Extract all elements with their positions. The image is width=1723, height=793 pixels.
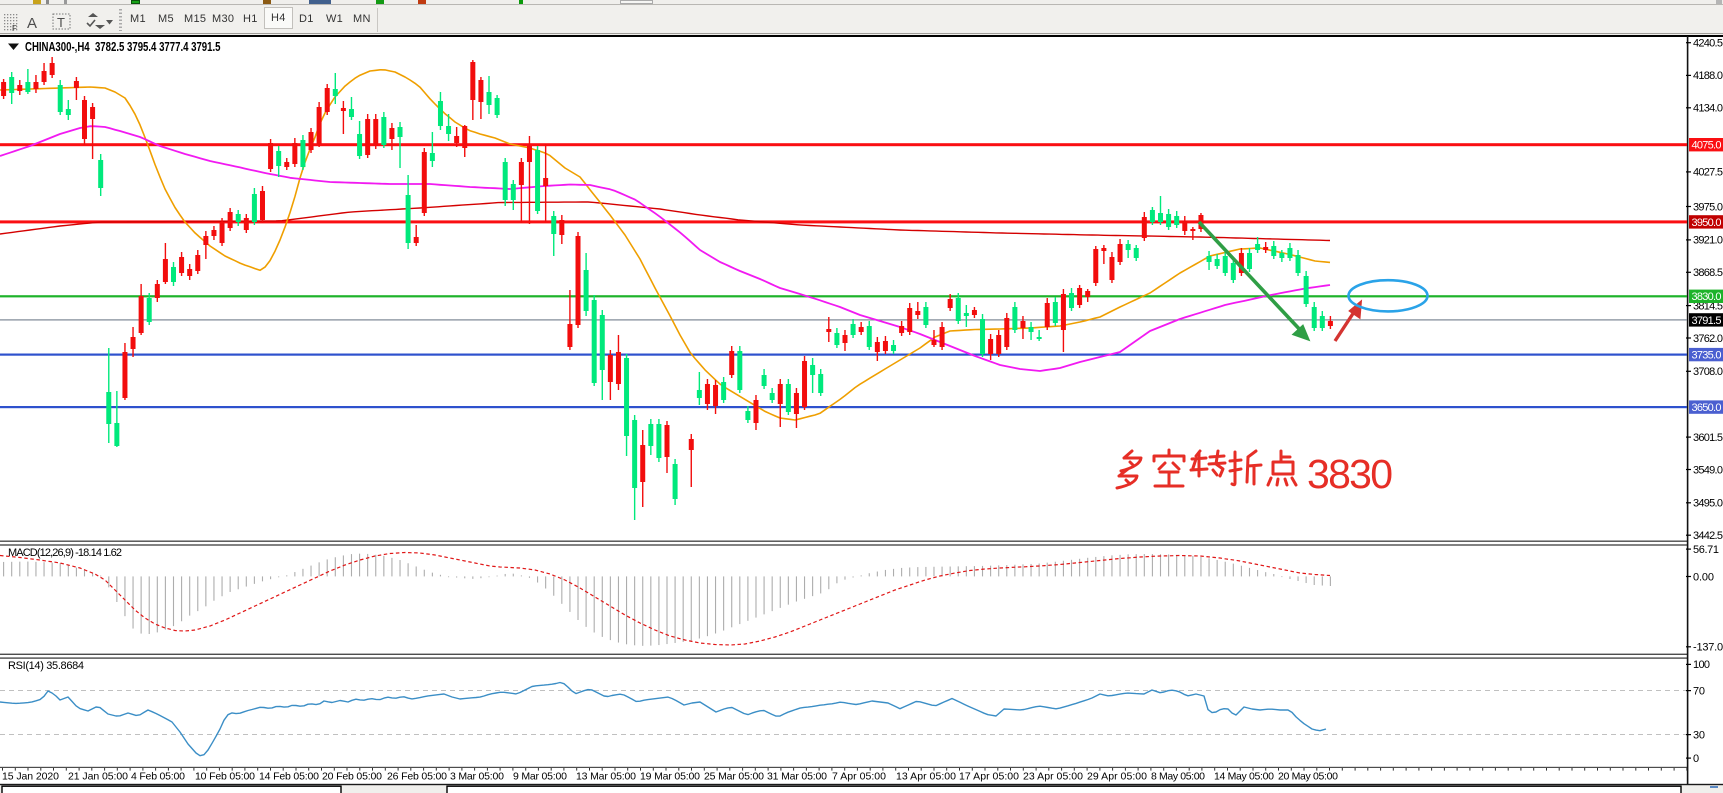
svg-text:100: 100 [1693, 659, 1710, 671]
svg-text:4075.0: 4075.0 [1692, 140, 1722, 152]
svg-text:F: F [12, 24, 17, 33]
svg-text:3495.0: 3495.0 [1693, 498, 1723, 510]
svg-text:29 Apr 05:00: 29 Apr 05:00 [1087, 771, 1147, 783]
svg-text:26 Feb 05:00: 26 Feb 05:00 [387, 771, 447, 783]
svg-text:3708.0: 3708.0 [1693, 366, 1723, 378]
svg-text:A: A [27, 15, 37, 32]
svg-text:13 Apr 05:00: 13 Apr 05:00 [896, 771, 956, 783]
svg-text:9 Mar 05:00: 9 Mar 05:00 [513, 771, 567, 783]
svg-text:3868.5: 3868.5 [1693, 267, 1723, 279]
svg-text:4134.0: 4134.0 [1693, 103, 1723, 115]
svg-text:3950.0: 3950.0 [1692, 217, 1722, 229]
svg-text:56.71: 56.71 [1693, 544, 1719, 556]
svg-text:4188.0: 4188.0 [1693, 70, 1723, 82]
svg-text:3650.0: 3650.0 [1692, 402, 1722, 414]
svg-text:3830.0: 3830.0 [1692, 291, 1722, 303]
svg-text:0.00: 0.00 [1693, 571, 1714, 583]
svg-text:3 Mar 05:00: 3 Mar 05:00 [450, 771, 504, 783]
svg-text:3442.5: 3442.5 [1693, 530, 1723, 542]
svg-text:3830: 3830 [1307, 451, 1393, 497]
svg-text:3791.5: 3791.5 [1692, 315, 1722, 327]
svg-text:14 May 05:00: 14 May 05:00 [1214, 771, 1274, 783]
svg-text:23 Apr 05:00: 23 Apr 05:00 [1023, 771, 1083, 783]
svg-text:13 Mar 05:00: 13 Mar 05:00 [576, 771, 636, 783]
svg-text:3549.0: 3549.0 [1693, 464, 1723, 476]
svg-text:3814.5: 3814.5 [1693, 300, 1723, 312]
svg-text:19 Mar 05:00: 19 Mar 05:00 [640, 771, 700, 783]
svg-text:CHINA300-,H4 3782.5 3795.4 37: CHINA300-,H4 3782.5 3795.4 3777.4 3791.5 [25, 41, 221, 55]
svg-text:25 Mar 05:00: 25 Mar 05:00 [704, 771, 764, 783]
svg-text:31 Mar 05:00: 31 Mar 05:00 [767, 771, 827, 783]
svg-text:MACD(12,26,9) -18.14 1.62: MACD(12,26,9) -18.14 1.62 [8, 547, 122, 559]
svg-text:21 Jan 05:00: 21 Jan 05:00 [68, 771, 128, 783]
svg-text:3921.0: 3921.0 [1693, 235, 1723, 247]
svg-text:4240.5: 4240.5 [1693, 38, 1723, 50]
svg-text:3735.0: 3735.0 [1692, 350, 1722, 362]
svg-text:10 Feb 05:00: 10 Feb 05:00 [195, 771, 255, 783]
svg-text:3975.0: 3975.0 [1693, 201, 1723, 213]
svg-text:70: 70 [1693, 685, 1705, 697]
svg-text:30: 30 [1693, 729, 1705, 741]
svg-text:8 May 05:00: 8 May 05:00 [1151, 771, 1205, 783]
svg-text:3762.0: 3762.0 [1693, 333, 1723, 345]
svg-text:20 May 05:00: 20 May 05:00 [1278, 771, 1338, 783]
svg-text:3601.5: 3601.5 [1693, 432, 1723, 444]
svg-text:20 Feb 05:00: 20 Feb 05:00 [322, 771, 382, 783]
svg-text:15 Jan 2020: 15 Jan 2020 [2, 771, 59, 783]
svg-text:4027.5: 4027.5 [1693, 167, 1723, 179]
svg-text:-137.01: -137.01 [1693, 642, 1723, 654]
svg-text:RSI(14) 35.8684: RSI(14) 35.8684 [8, 660, 84, 672]
svg-text:4 Feb 05:00: 4 Feb 05:00 [131, 771, 185, 783]
svg-text:T: T [57, 15, 65, 30]
svg-text:7 Apr 05:00: 7 Apr 05:00 [832, 771, 886, 783]
svg-text:0: 0 [1693, 753, 1699, 765]
svg-text:14 Feb 05:00: 14 Feb 05:00 [259, 771, 319, 783]
svg-text:17 Apr 05:00: 17 Apr 05:00 [959, 771, 1019, 783]
